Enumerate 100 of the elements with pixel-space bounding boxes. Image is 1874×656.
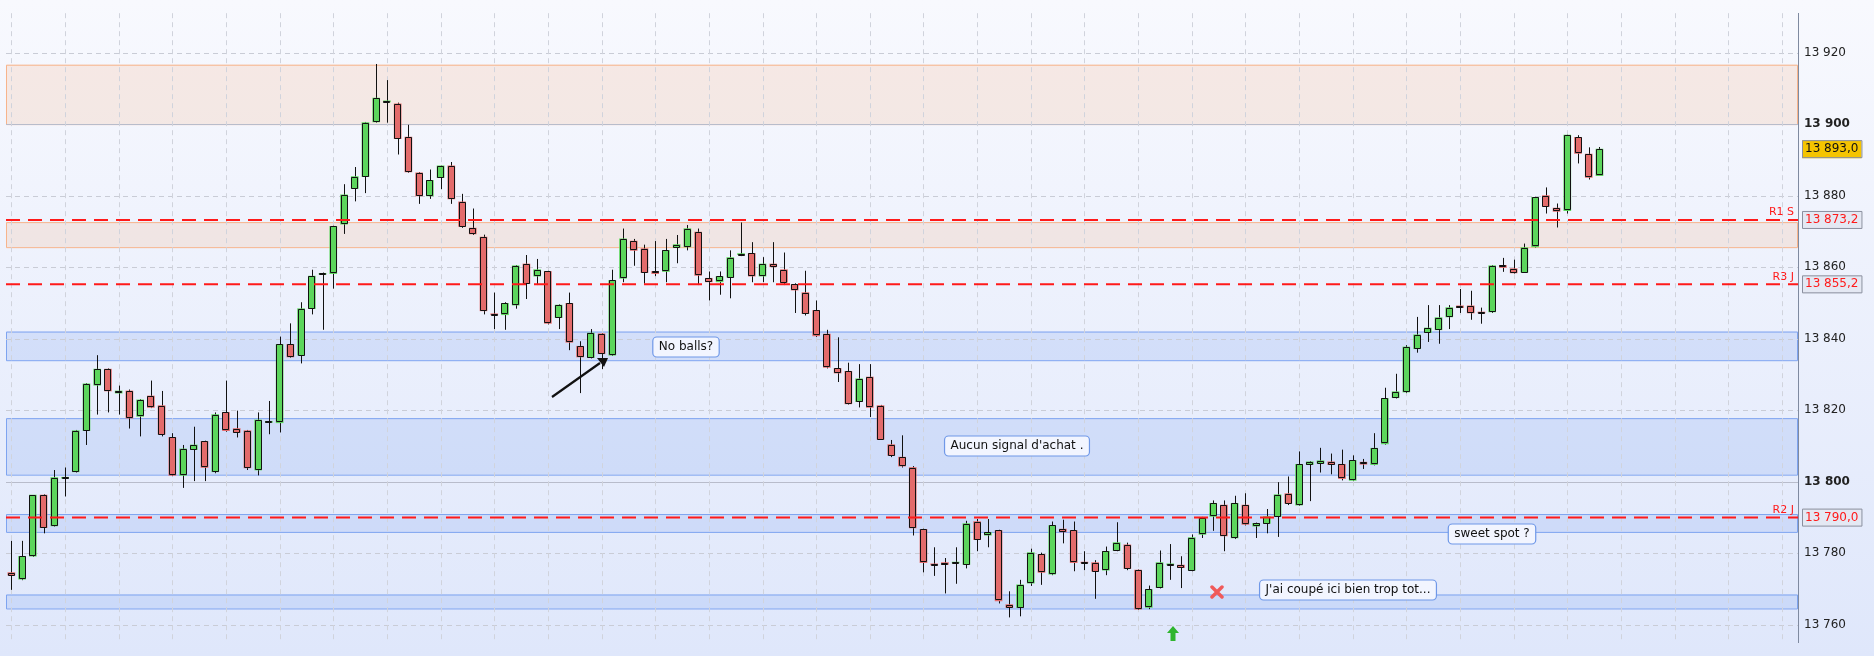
candlestick [855, 363, 863, 408]
candlestick [1413, 316, 1421, 354]
candlestick [672, 234, 681, 264]
candlestick [1166, 543, 1175, 581]
candlestick [1016, 579, 1024, 617]
candlestick [769, 241, 778, 283]
candlestick [651, 240, 660, 277]
candlestick [1091, 559, 1099, 600]
candlestick [189, 426, 198, 482]
candlestick [490, 292, 499, 330]
candlestick [994, 529, 1003, 604]
candlestick [1102, 546, 1110, 576]
candlestick [790, 282, 799, 314]
candlestick [801, 270, 810, 316]
candlestick [318, 272, 327, 331]
candlestick [104, 367, 112, 413]
candlestick [415, 171, 423, 205]
candlestick [908, 465, 917, 536]
candlestick [597, 332, 606, 370]
text: 13 790,0 [1805, 509, 1859, 524]
candlestick [586, 328, 595, 359]
candlestick [1230, 495, 1239, 540]
y-tick-label: 13 900 [1804, 116, 1850, 131]
candlestick [705, 270, 713, 301]
candlestick [275, 336, 284, 433]
candlestick [1273, 481, 1282, 538]
candlestick [865, 363, 874, 418]
candlestick [1005, 590, 1014, 618]
candlestick [683, 224, 692, 251]
candlestick [522, 254, 531, 300]
candlestick [39, 493, 48, 534]
annotation: sweet spot ? [1454, 526, 1530, 541]
candlestick [780, 252, 788, 286]
candlestick [1381, 387, 1389, 446]
candlestick [1348, 454, 1357, 482]
candlestick [1112, 521, 1121, 552]
candlestick [18, 540, 26, 581]
candlestick [1316, 447, 1325, 474]
candlestick [426, 169, 434, 200]
candlestick [554, 303, 563, 330]
candlestick [1445, 304, 1454, 330]
candlestick [1080, 550, 1089, 571]
candlestick [941, 557, 949, 594]
candlestick [1574, 134, 1582, 164]
y-tick-label: 13 880 [1804, 187, 1846, 202]
candlestick [393, 102, 402, 155]
text: 13 855,2 [1805, 276, 1859, 291]
candlestick [1177, 555, 1185, 589]
candlestick [1338, 449, 1346, 481]
candlestick [436, 165, 445, 190]
candlestick [136, 398, 144, 437]
candlestick [1434, 304, 1443, 345]
candlestick [1466, 290, 1475, 321]
y-tick-label: 13 860 [1804, 259, 1846, 274]
candlestick [1155, 550, 1164, 589]
candlestick [1391, 373, 1400, 399]
candlestick [823, 329, 831, 369]
candlestick [1423, 304, 1432, 343]
candlestick [951, 546, 960, 585]
candlestick [286, 322, 295, 359]
candlestick [1220, 499, 1228, 552]
candlestick [479, 234, 488, 315]
candlestick [61, 467, 69, 497]
candlestick [1327, 453, 1336, 475]
candlestick [758, 256, 767, 283]
y-tick-label: 13 920 [1804, 44, 1846, 59]
ref-line-label: R3 J [1772, 269, 1794, 283]
candlestick [629, 238, 638, 267]
candlestick [1209, 499, 1218, 532]
candlestick [307, 269, 316, 315]
candlestick [1552, 203, 1561, 228]
candlestick [715, 270, 724, 296]
candlestick [71, 429, 80, 474]
candlestick [973, 518, 981, 552]
text: 13 893,0 [1805, 141, 1859, 156]
y-tick-label: 13 800 [1804, 473, 1850, 488]
text: 13 873,2 [1805, 212, 1859, 227]
annotation: Aucun signal d'achat . [950, 438, 1084, 453]
candlestick [898, 434, 906, 469]
ref-line-label: R2 J [1772, 502, 1794, 516]
candlestick [1241, 492, 1250, 526]
candlestick [1026, 548, 1035, 587]
candlestick [833, 336, 842, 383]
candlestick [1305, 460, 1314, 502]
candlestick [876, 404, 885, 441]
annotation: J'ai coupé ici bien trop tot... [1264, 582, 1431, 597]
candlestick [747, 241, 756, 283]
candlestick [383, 79, 391, 124]
candlestick [1542, 186, 1550, 215]
candlestick [147, 380, 155, 409]
candlestick [1584, 146, 1593, 181]
candlestick [1370, 432, 1378, 466]
candlestick [200, 440, 209, 482]
candlestick [7, 540, 16, 591]
ref-line-label: R1 S [1768, 205, 1795, 219]
candlestick [157, 390, 166, 437]
candlestick [1456, 288, 1464, 314]
candlestick [576, 340, 584, 394]
y-tick-label: 13 780 [1804, 545, 1846, 560]
candlestick [265, 400, 273, 435]
